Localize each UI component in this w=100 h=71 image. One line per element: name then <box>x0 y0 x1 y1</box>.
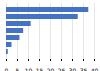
svg-text:35: 35 <box>80 67 88 71</box>
svg-text:30: 30 <box>69 67 77 71</box>
svg-text:10: 10 <box>25 67 33 71</box>
svg-text:0: 0 <box>5 67 9 71</box>
svg-text:20: 20 <box>47 67 55 71</box>
svg-text:25: 25 <box>58 67 66 71</box>
svg-text:40: 40 <box>91 67 99 71</box>
svg-text:15: 15 <box>36 67 44 71</box>
svg-text:5: 5 <box>16 67 20 71</box>
